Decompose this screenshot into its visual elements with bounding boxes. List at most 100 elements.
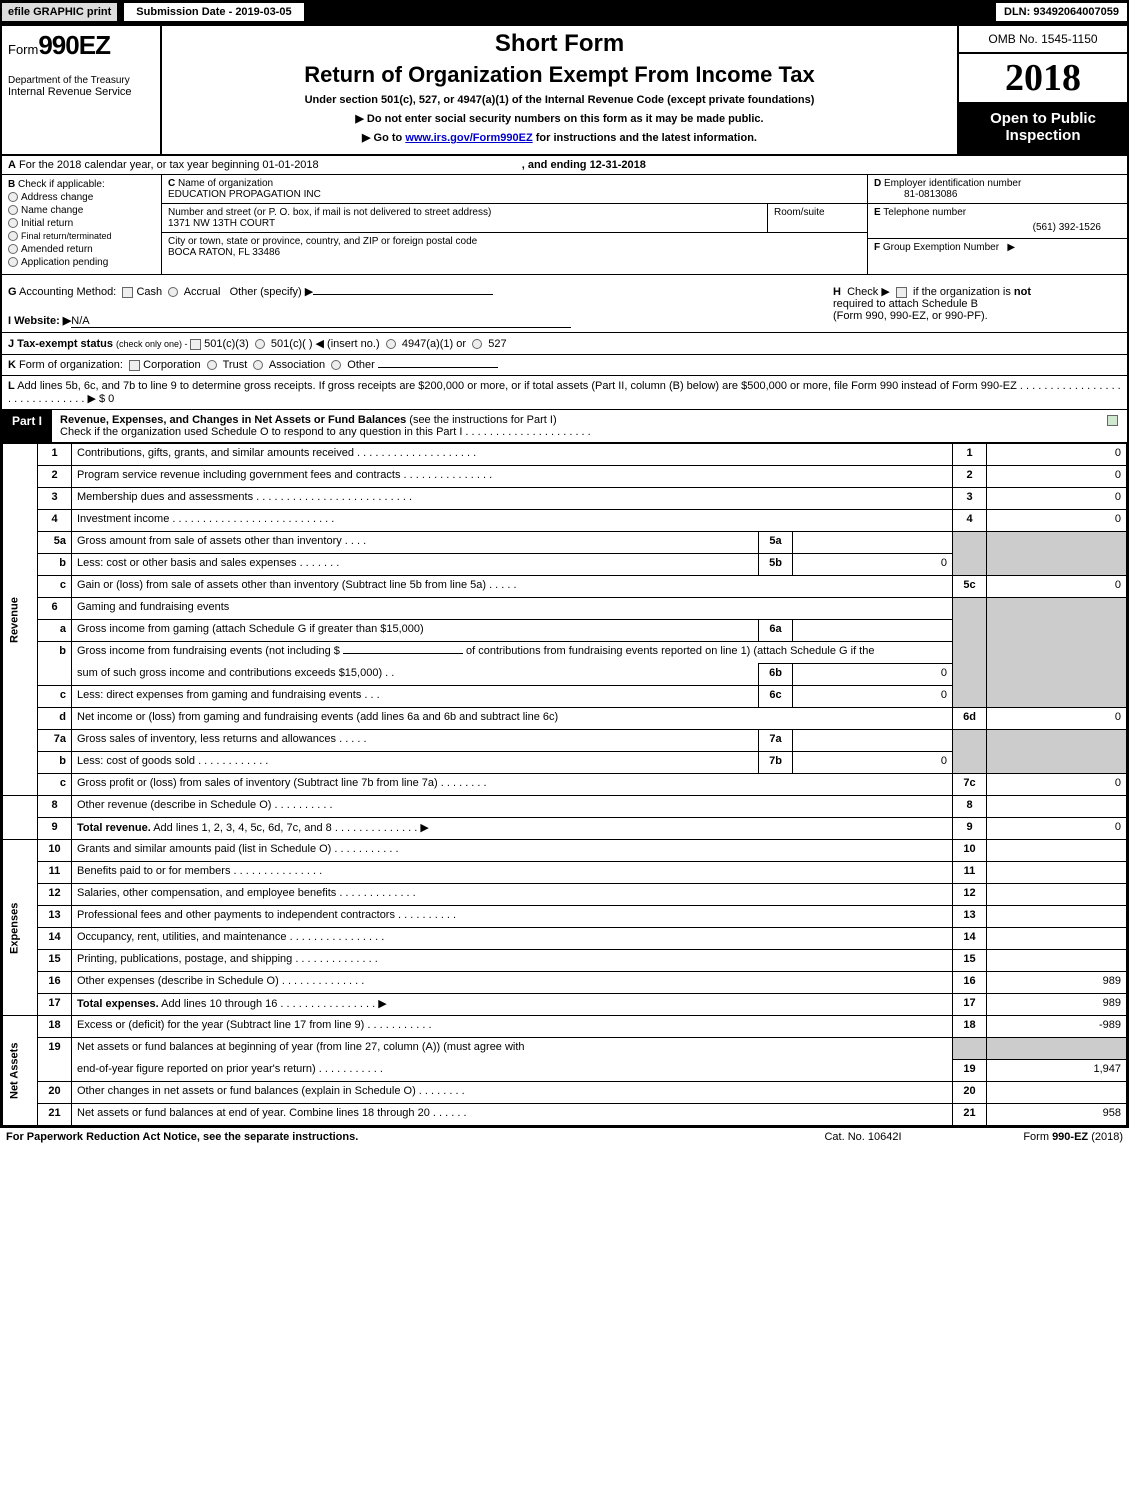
block-b-through-f: B Check if applicable: Address change Na… [2,175,1127,275]
submission-date: Submission Date - 2019-03-05 [123,2,304,22]
section-h: H Check ▶ if the organization is not req… [827,275,1127,332]
part-1-title-rest: (see the instructions for Part I) [406,414,556,426]
phone-value: (561) 392-1526 [874,218,1121,235]
fundraising-amount-line[interactable] [343,653,463,654]
desc: Other revenue (describe in Schedule O) .… [72,796,953,818]
d6b1: Gross income from fundraising events (no… [77,645,343,657]
form-number: Form990EZ [8,30,154,61]
label-l: L [8,380,15,392]
ln: 5a [38,532,72,554]
section-j: J Tax-exempt status (check only one) - 5… [2,333,1127,355]
radio-icon [8,231,18,241]
d9r: Add lines 1, 2, 3, 4, 5c, 6d, 7c, and 8 … [151,822,429,834]
radio-icon[interactable] [331,360,341,370]
street-value: 1371 NW 13TH COURT [168,218,275,229]
radio-icon[interactable] [168,287,178,297]
cv: 0 [987,488,1127,510]
radio-icon[interactable] [472,339,482,349]
ein-label: Employer identification number [884,178,1021,189]
cv [987,950,1127,972]
grey-cell [987,730,1127,774]
part-1-title: Revenue, Expenses, and Changes in Net As… [52,410,1097,442]
row-g-h: G Accounting Method: Cash Accrual Other … [2,275,1127,333]
go-to-link[interactable]: www.irs.gov/Form990EZ [405,132,532,144]
checkbox-icon[interactable] [122,287,133,298]
cv: -989 [987,1016,1127,1038]
section-g: G Accounting Method: Cash Accrual Other … [8,285,821,298]
section-b: B Check if applicable: Address change Na… [2,175,162,274]
part-1-table: Revenue 1 Contributions, gifts, grants, … [2,443,1127,1126]
efile-print-button[interactable]: efile GRAPHIC print [1,2,118,22]
h-text1: Check ▶ [847,286,890,298]
chk-initial-return[interactable]: Initial return [8,218,155,229]
sn: 5a [759,532,793,554]
arrow-icon: ▶ [1007,242,1015,253]
sn: 7a [759,730,793,752]
opt-association: Association [269,359,325,371]
cn: 8 [953,796,987,818]
other-org-line[interactable] [378,367,498,368]
ln: 19 [38,1038,72,1082]
chk-application-pending[interactable]: Application pending [8,257,155,268]
street-cell: Number and street (or P. O. box, if mail… [162,204,767,232]
opt-initial-return: Initial return [21,218,73,229]
desc: Gross income from gaming (attach Schedul… [72,620,759,642]
desc: Grants and similar amounts paid (list in… [72,840,953,862]
label-d: D [874,178,881,189]
radio-icon[interactable] [253,360,263,370]
ln: 9 [38,818,72,840]
checkbox-icon[interactable] [896,287,907,298]
org-name: EDUCATION PROPAGATION INC [168,189,321,200]
cn: 9 [953,818,987,840]
desc: Investment income . . . . . . . . . . . … [72,510,953,532]
form-990ez: 990EZ [38,30,110,60]
d17b: Total expenses. [77,998,159,1010]
checkbox-icon[interactable] [129,360,140,371]
city-cell: City or town, state or province, country… [162,233,867,268]
radio-icon[interactable] [386,339,396,349]
desc: Net assets or fund balances at end of ye… [72,1104,953,1126]
opt-501c3: 501(c)(3) [204,338,249,350]
line-8: 8 Other revenue (describe in Schedule O)… [3,796,1127,818]
footer-r-prefix: Form [1023,1131,1052,1143]
header-right: OMB No. 1545-1150 2018 Open to Public In… [957,26,1127,154]
d6b2: of contributions from fundraising events… [463,645,875,657]
chk-address-change[interactable]: Address change [8,192,155,203]
radio-icon [8,192,18,202]
part-1-check-line: Check if the organization used Schedule … [60,426,591,438]
radio-icon[interactable] [255,339,265,349]
desc: Gross profit or (loss) from sales of inv… [72,774,953,796]
grey-cell [953,1038,987,1060]
part-1-checkbox[interactable] [1097,410,1127,442]
form-header: Form990EZ Department of the Treasury Int… [2,26,1127,156]
checkbox-icon[interactable] [190,339,201,350]
open-to-public: Open to Public Inspection [959,104,1127,154]
cn: 16 [953,972,987,994]
cn: 1 [953,444,987,466]
line-13: 13 Professional fees and other payments … [3,906,1127,928]
label-f: F [874,242,880,253]
under-section: Under section 501(c), 527, or 4947(a)(1)… [170,94,949,106]
chk-amended-return[interactable]: Amended return [8,244,155,255]
org-name-cell: C Name of organization EDUCATION PROPAGA… [162,175,867,204]
line-1: Revenue 1 Contributions, gifts, grants, … [3,444,1127,466]
ln: b [38,752,72,774]
cv: 958 [987,1104,1127,1126]
desc: Benefits paid to or for members . . . . … [72,862,953,884]
sv: 0 [793,686,953,708]
chk-name-change[interactable]: Name change [8,205,155,216]
cv: 0 [987,444,1127,466]
line-2: 2 Program service revenue including gove… [3,466,1127,488]
ln: 14 [38,928,72,950]
footer-cat-no: Cat. No. 10642I [763,1131,963,1143]
header-middle: Short Form Return of Organization Exempt… [162,26,957,154]
ln: 13 [38,906,72,928]
go-to-line: ▶ Go to www.irs.gov/Form990EZ for instru… [170,131,949,144]
desc: Excess or (deficit) for the year (Subtra… [72,1016,953,1038]
other-specify-line[interactable] [313,294,493,295]
desc: Professional fees and other payments to … [72,906,953,928]
desc: Program service revenue including govern… [72,466,953,488]
chk-final-return[interactable]: Final return/terminated [8,231,155,242]
radio-icon[interactable] [207,360,217,370]
go-to-prefix: ▶ Go to [362,132,405,144]
